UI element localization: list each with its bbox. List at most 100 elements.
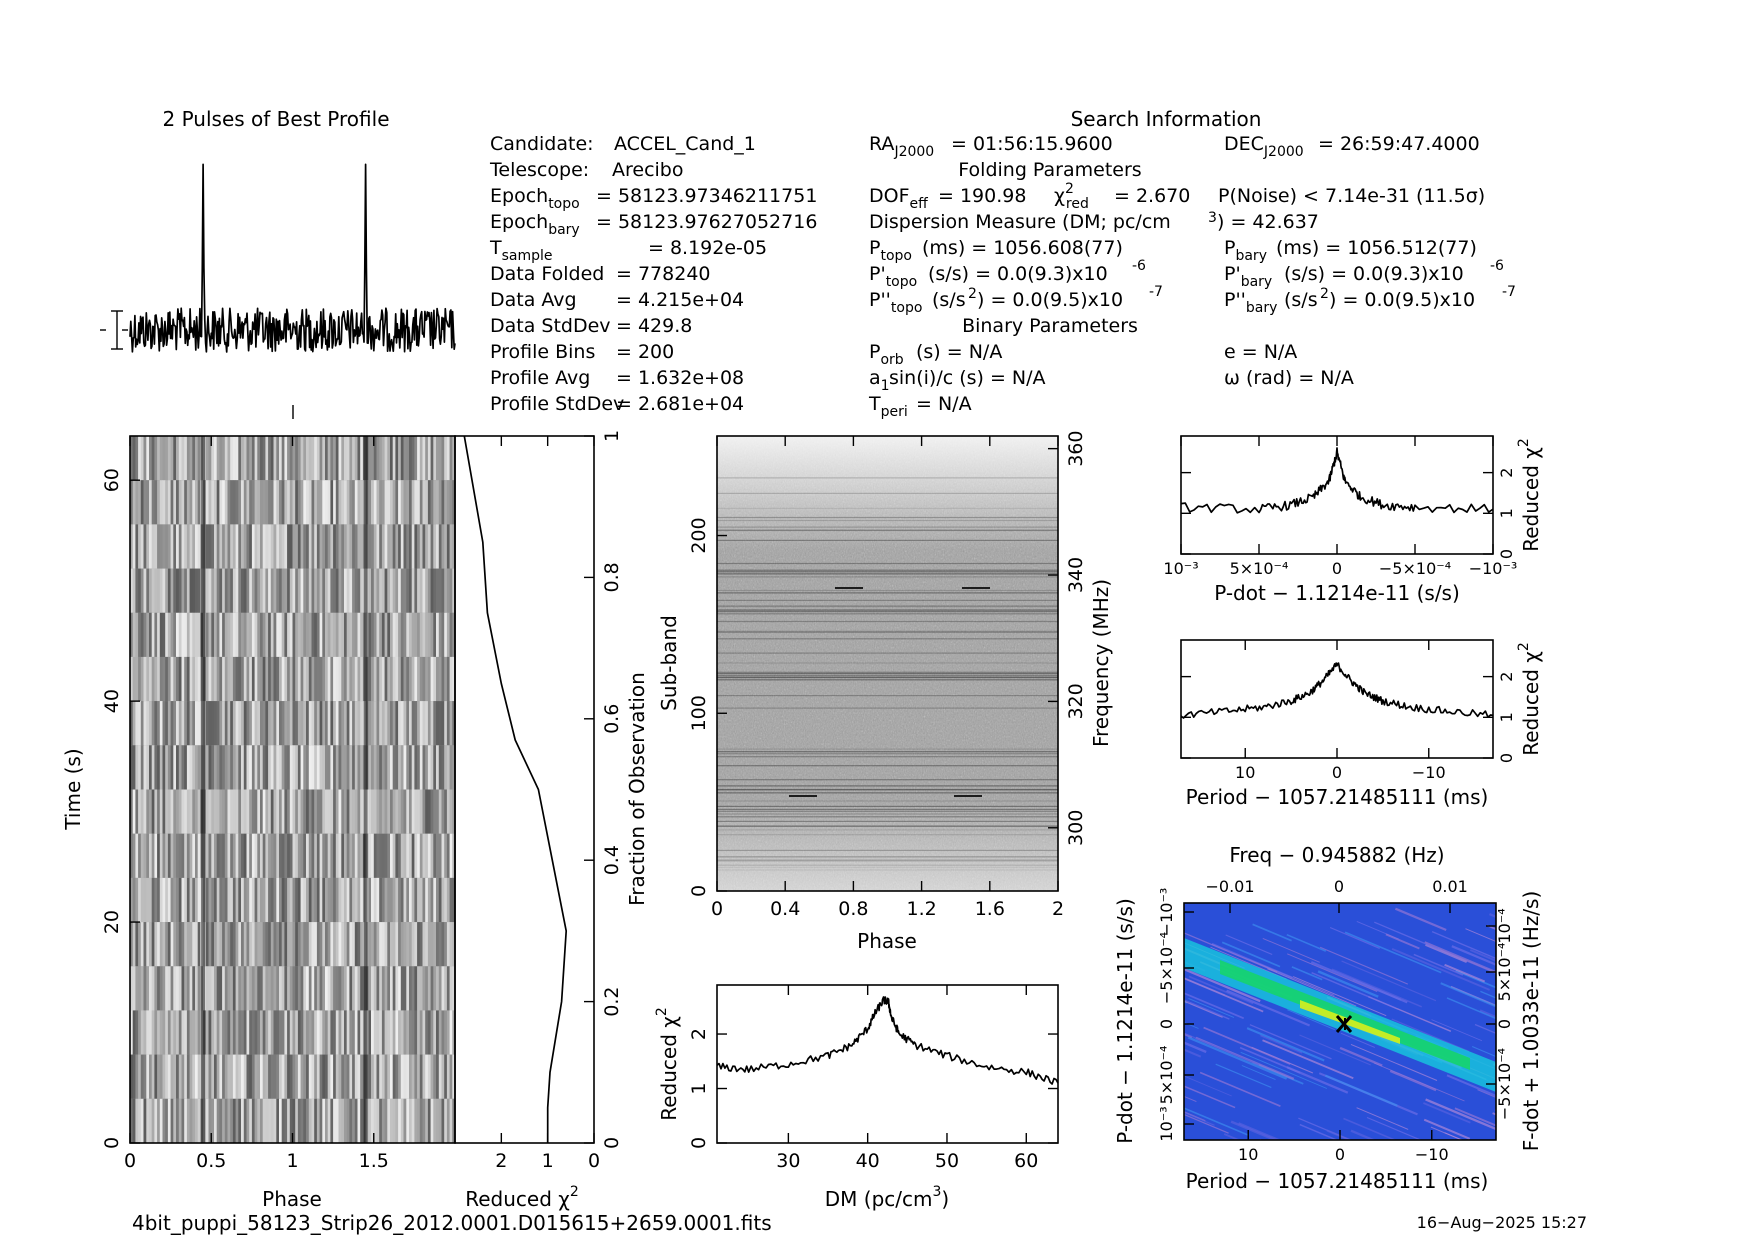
tp-cell <box>327 480 331 525</box>
tp-cell <box>308 966 312 1011</box>
tp-cell <box>314 1010 318 1055</box>
tp-cell <box>414 656 418 702</box>
tp-cell <box>268 656 272 702</box>
tp-cell <box>257 1098 261 1143</box>
tp-cell <box>265 789 269 834</box>
tp-cell <box>254 833 258 878</box>
tp-cell <box>273 966 277 1011</box>
tp-cell <box>376 701 380 746</box>
tp-cell <box>184 612 188 657</box>
tp-cell <box>333 966 337 1011</box>
tick-label: 5×10⁻⁴ <box>1495 943 1514 1002</box>
tp-cell <box>449 833 453 878</box>
tick-label: 340 <box>1065 557 1087 593</box>
tp-cell <box>146 922 150 967</box>
tp-cell <box>232 568 236 613</box>
tp-cell <box>165 789 169 834</box>
tp-cell <box>436 524 440 569</box>
tp-cell <box>427 1098 431 1143</box>
tp-cell <box>352 877 356 923</box>
tp-cell <box>165 922 169 967</box>
tp-cell <box>381 877 385 923</box>
tp-cell <box>384 568 388 613</box>
tp-cell <box>417 1054 421 1099</box>
tp-cell <box>246 656 250 702</box>
plane-streak <box>1184 1095 1197 1103</box>
tp-cell <box>325 966 329 1011</box>
tp-cell <box>395 1010 399 1055</box>
tp-cell <box>427 1054 431 1099</box>
tp-cell <box>330 1098 334 1143</box>
tp-cell <box>417 833 421 878</box>
tp-cell <box>254 966 258 1011</box>
tp-cell <box>354 1098 358 1143</box>
tp-cell <box>427 966 431 1011</box>
filename-label: 4bit_puppi_58123_Strip26_2012.0001.D0156… <box>132 1211 772 1235</box>
tp-cell <box>211 833 215 878</box>
tp-cell <box>230 656 234 702</box>
tp-cell <box>287 701 291 746</box>
tp-cell <box>214 524 218 569</box>
tp-cell <box>376 436 380 481</box>
tp-cell <box>449 922 453 967</box>
tp-cell <box>425 833 429 878</box>
tp-cell <box>154 1010 158 1055</box>
tp-cell <box>411 480 415 525</box>
tp-cell <box>327 789 331 834</box>
tp-cell <box>146 877 150 923</box>
tp-cell <box>452 745 455 790</box>
tp-cell <box>400 656 404 702</box>
tp-cell <box>346 745 350 790</box>
tp-cell <box>208 524 212 569</box>
tp-cell <box>260 789 264 834</box>
tp-cell <box>371 966 375 1011</box>
tp-cell <box>235 524 239 569</box>
tp-cell <box>249 1054 253 1099</box>
tp-cell <box>265 436 269 481</box>
tp-cell <box>184 922 188 967</box>
tp-cell <box>371 745 375 790</box>
tp-cell <box>157 524 161 569</box>
tp-cell <box>227 966 231 1011</box>
tick-label: 10 <box>1238 1145 1258 1164</box>
tp-cell <box>344 922 348 967</box>
tp-cell <box>446 612 450 657</box>
tp-cell <box>281 877 285 923</box>
tp-cell <box>373 966 377 1011</box>
tp-cell <box>452 701 455 746</box>
tp-cell <box>322 1098 326 1143</box>
tp-cell <box>157 789 161 834</box>
tp-cell <box>270 745 274 790</box>
ra-label: RAJ2000 <box>869 133 934 160</box>
plane-streak <box>1391 1018 1470 1053</box>
info-key: Data Avg <box>490 289 577 311</box>
tp-cell <box>295 1098 299 1143</box>
tp-cell <box>346 524 350 569</box>
tp-cell <box>403 524 407 569</box>
tp-cell <box>146 701 150 746</box>
tp-cell <box>205 922 209 967</box>
tp-cell <box>352 436 356 481</box>
tp-cell <box>444 1010 448 1055</box>
tp-cell <box>162 966 166 1011</box>
tp-cell <box>273 568 277 613</box>
tp-cell <box>192 612 196 657</box>
tp-cell <box>132 966 136 1011</box>
tp-cell <box>273 877 277 923</box>
tp-cell <box>390 701 394 746</box>
tp-cell <box>232 524 236 569</box>
tp-cell <box>441 745 445 790</box>
tick-label: 2 <box>1052 898 1064 920</box>
tp-cell <box>444 701 448 746</box>
info-key: Data StdDev <box>490 315 611 337</box>
tp-cell <box>284 568 288 613</box>
tp-cell <box>189 480 193 525</box>
tp-cell <box>384 524 388 569</box>
tp-cell <box>249 612 253 657</box>
tp-cell <box>251 436 255 481</box>
tp-cell <box>444 833 448 878</box>
tp-cell <box>257 436 261 481</box>
tp-cell <box>157 568 161 613</box>
tp-cell <box>205 701 209 746</box>
tp-cell <box>357 833 361 878</box>
